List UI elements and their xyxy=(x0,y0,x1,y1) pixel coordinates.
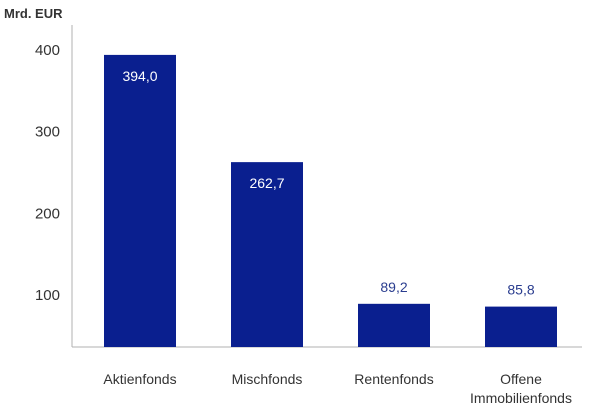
x-category-label: Immobilienfonds xyxy=(470,390,572,406)
bar-value-label: 394,0 xyxy=(122,68,157,84)
bar-4 xyxy=(485,306,557,347)
y-axis-unit-label: Mrd. EUR xyxy=(4,6,63,21)
y-tick-label: 100 xyxy=(35,287,60,304)
x-category-label: Mischfonds xyxy=(232,371,303,387)
bar-3 xyxy=(358,303,430,347)
y-tick-label: 400 xyxy=(35,42,60,59)
y-tick-label: 200 xyxy=(35,205,60,222)
bar-value-label: 85,8 xyxy=(507,282,534,298)
x-category-label: Rentenfonds xyxy=(354,371,433,387)
x-category-label: Offene xyxy=(500,371,542,387)
bar-value-label: 262,7 xyxy=(249,175,284,191)
bar-1 xyxy=(104,54,176,348)
bar-value-label: 89,2 xyxy=(380,279,407,295)
bar-2 xyxy=(231,162,303,347)
y-tick-label: 300 xyxy=(35,124,60,141)
x-category-label: Aktienfonds xyxy=(103,371,176,387)
